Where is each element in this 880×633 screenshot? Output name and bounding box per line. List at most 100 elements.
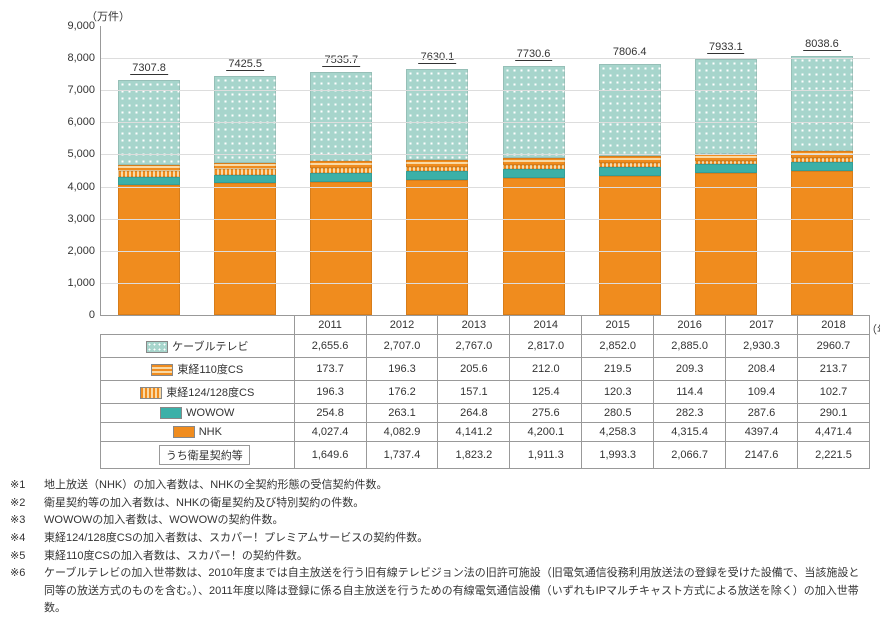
table-cell: 264.8 (438, 404, 510, 423)
table-cell: 4,258.3 (582, 423, 654, 442)
gridline (101, 90, 870, 91)
table-cell: 209.3 (654, 358, 726, 381)
y-tick-label: 3,000 (67, 213, 95, 225)
legend-label-text: 東経124/128度CS (166, 387, 254, 399)
table-cell: 2,066.7 (654, 442, 726, 469)
table-cell: 2,930.3 (726, 335, 798, 358)
table-cell: 263.1 (366, 404, 438, 423)
bar-segment-nhk (599, 176, 661, 315)
bar-segment-nhk (503, 178, 565, 315)
footnote-text: WOWOWの加入者数は、WOWOWの契約件数。 (44, 512, 870, 530)
y-axis: 01,0002,0003,0004,0005,0006,0007,0008,00… (61, 26, 101, 315)
table-cell: 109.4 (726, 381, 798, 404)
bar-segment-cable (503, 66, 565, 158)
footnote-row: ※5東経110度CSの加入者数は、スカパー！の契約件数。 (10, 548, 870, 566)
table-row-label-cs124: 東経124/128度CS (101, 381, 295, 404)
bar-segment-wowow (118, 177, 180, 185)
data-table: 20112012201320142015201620172018ケーブルテレビ2… (100, 316, 870, 469)
table-cell: 290.1 (797, 404, 869, 423)
legend-swatch-cs124 (140, 387, 162, 399)
table-cell: 4,027.4 (294, 423, 366, 442)
table-cell: 114.4 (654, 381, 726, 404)
table-year-header: 2016 (654, 316, 726, 335)
y-tick-label: 1,000 (67, 277, 95, 289)
table-cell: 287.6 (726, 404, 798, 423)
bar-column: 7425.5 (197, 26, 293, 315)
bar-total-label: 8038.6 (803, 38, 841, 51)
table-cell: 254.8 (294, 404, 366, 423)
table-year-header: 2015 (582, 316, 654, 335)
table-cell: 2147.6 (726, 442, 798, 469)
table-cell: 2,655.6 (294, 335, 366, 358)
bar-total-label: 7806.4 (611, 46, 649, 59)
table-year-header: 2013 (438, 316, 510, 335)
footnote-text: ケーブルテレビの加入世帯数は、2010年度までは自主放送を行う旧有線テレビジョン… (44, 565, 870, 618)
gridline (101, 58, 870, 59)
table-cell: 102.7 (797, 381, 869, 404)
legend-label-text: 東経110度CS (177, 364, 243, 376)
table-cell: 157.1 (438, 381, 510, 404)
bar-column: 7630.1 (389, 26, 485, 315)
table-cell: 2,707.0 (366, 335, 438, 358)
bar-stack: 7425.5 (214, 76, 276, 315)
table-row-label-wowow: WOWOW (101, 404, 295, 423)
bar-segment-wowow (791, 162, 853, 171)
bar-segment-nhk (695, 173, 757, 315)
table-cell: 208.4 (726, 358, 798, 381)
bar-segment-wowow (503, 169, 565, 178)
bar-stack: 7806.4 (599, 64, 661, 316)
bar-total-label: 7307.8 (130, 62, 168, 75)
table-cell: 4,141.2 (438, 423, 510, 442)
table-cell: 1,911.3 (510, 442, 582, 469)
bar-stack: 8038.6 (791, 56, 853, 315)
bar-stack: 7307.8 (118, 80, 180, 315)
table-row-label-cs110: 東経110度CS (101, 358, 295, 381)
y-tick-label: 9,000 (67, 20, 95, 32)
y-tick-label: 6,000 (67, 116, 95, 128)
footnotes: ※1地上放送（NHK）の加入者数は、NHKの全契約形態の受信契約件数。※2衛星契… (10, 477, 870, 618)
footnote-marker: ※2 (10, 495, 44, 513)
table-cell: 1,823.2 (438, 442, 510, 469)
bar-segment-nhk (406, 180, 468, 315)
footnote-row: ※1地上放送（NHK）の加入者数は、NHKの全契約形態の受信契約件数。 (10, 477, 870, 495)
table-cell: 120.3 (582, 381, 654, 404)
bar-container: 7307.87425.57535.77630.17730.67806.47933… (101, 26, 870, 315)
gridline (101, 251, 870, 252)
table-subrow-label: うち衛星契約等 (101, 442, 295, 469)
table-cell: 196.3 (294, 381, 366, 404)
table-cell: 1,649.6 (294, 442, 366, 469)
chart-plot-area: 01,0002,0003,0004,0005,0006,0007,0008,00… (100, 26, 870, 316)
legend-label-text: ケーブルテレビ (172, 341, 248, 353)
footnote-marker: ※3 (10, 512, 44, 530)
legend-swatch-nhk (173, 426, 195, 438)
gridline (101, 122, 870, 123)
bar-column: 8038.6 (774, 26, 870, 315)
bar-column: 7535.7 (293, 26, 389, 315)
table-cell: 4397.4 (726, 423, 798, 442)
bar-stack: 7630.1 (406, 69, 468, 315)
x-axis-unit: （年度） (866, 321, 880, 337)
gridline (101, 219, 870, 220)
bar-segment-wowow (695, 164, 757, 173)
footnote-text: 東経110度CSの加入者数は、スカパー！の契約件数。 (44, 548, 870, 566)
table-year-header: 2018 (797, 316, 869, 335)
y-tick-label: 2,000 (67, 245, 95, 257)
legend-swatch-cs110 (151, 364, 173, 376)
table-year-header: 2017 (726, 316, 798, 335)
table-cell: 2,852.0 (582, 335, 654, 358)
gridline (101, 154, 870, 155)
table-cell: 176.2 (366, 381, 438, 404)
gridline (101, 187, 870, 188)
y-tick-label: 4,000 (67, 181, 95, 193)
chart-region: （万件） 01,0002,0003,0004,0005,0006,0007,00… (10, 10, 870, 469)
footnote-text: 衛星契約等の加入者数は、NHKの衛星契約及び特別契約の件数。 (44, 495, 870, 513)
table-cell: 125.4 (510, 381, 582, 404)
legend-label-text: WOWOW (186, 407, 234, 419)
bar-segment-cable (599, 64, 661, 157)
table-cell: 1,737.4 (366, 442, 438, 469)
gridline (101, 283, 870, 284)
table-cell: 4,315.4 (654, 423, 726, 442)
table-cell: 173.7 (294, 358, 366, 381)
table-cell: 196.3 (366, 358, 438, 381)
table-cell: 2,885.0 (654, 335, 726, 358)
